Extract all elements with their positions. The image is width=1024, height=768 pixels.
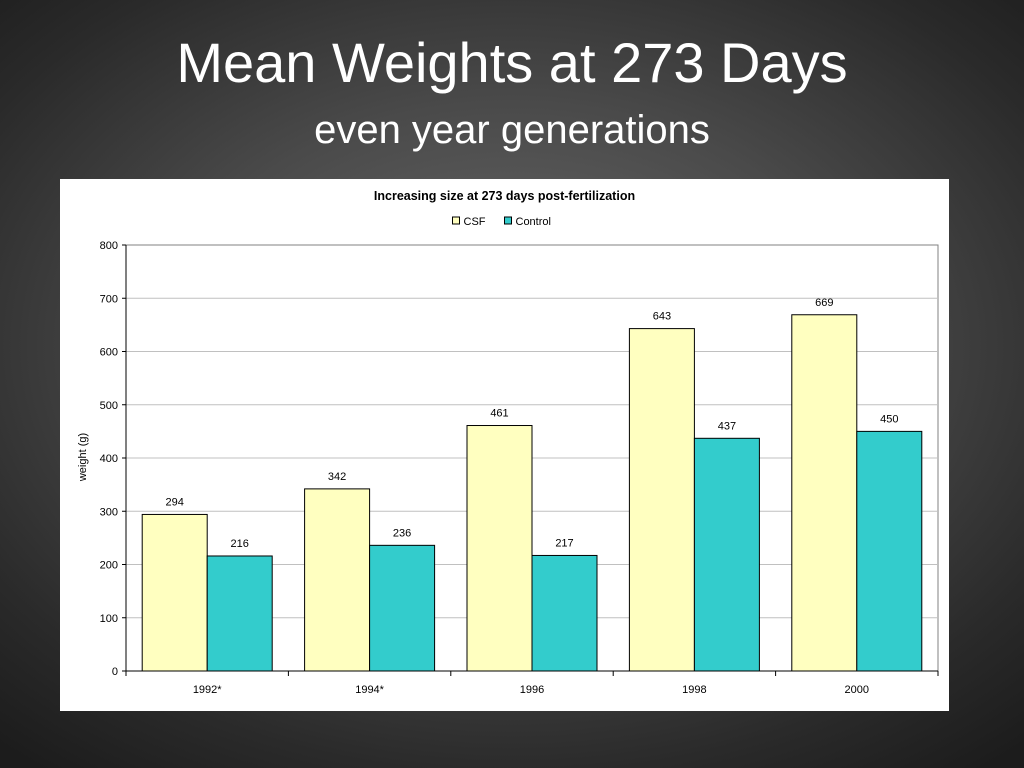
x-tick-label: 2000 [845, 684, 869, 696]
bar-csf-2000 [791, 314, 858, 672]
bar-csf-1996 [466, 425, 533, 672]
data-label: 643 [653, 311, 671, 323]
y-tick-label: 100 [100, 613, 118, 625]
y-axis: 0 100 200 300 400 500 600 700 800 [100, 240, 127, 678]
bar-control-1992 [206, 555, 273, 672]
y-axis-label: weight (g) [77, 433, 89, 482]
bar-control-1996 [531, 554, 598, 672]
chart-legend: CSF Control [452, 216, 551, 228]
data-label: 669 [815, 297, 833, 309]
legend-label-csf: CSF [464, 216, 486, 228]
y-tick-label: 800 [100, 240, 118, 252]
data-label: 437 [718, 420, 736, 432]
data-label: 461 [490, 408, 508, 420]
bar-csf-1992 [141, 513, 208, 672]
bar-control-1994 [369, 544, 436, 672]
x-tick-label: 1992* [193, 684, 222, 696]
legend-swatch-csf [452, 216, 460, 225]
y-tick-label: 0 [112, 666, 118, 678]
y-tick-label: 300 [100, 506, 118, 518]
bars: 294 216 342 236 461 217 643 437 669 450 [141, 297, 923, 672]
legend-label-control: Control [516, 216, 551, 228]
x-tick-label: 1996 [520, 684, 544, 696]
slide-title: Mean Weights at 273 Days [176, 31, 848, 94]
chart-title: Increasing size at 273 days post-fertili… [374, 189, 635, 203]
y-tick-label: 200 [100, 560, 118, 572]
data-label: 216 [231, 538, 249, 550]
bar-control-1998 [693, 437, 760, 672]
bar-control-2000 [856, 430, 923, 672]
data-label: 342 [328, 471, 346, 483]
data-label: 217 [555, 537, 573, 549]
data-label: 236 [393, 527, 411, 539]
x-tick-label: 1998 [682, 684, 706, 696]
bar-csf-1998 [628, 328, 695, 672]
data-label: 450 [880, 413, 898, 425]
legend-swatch-control [504, 216, 512, 225]
data-label: 294 [166, 496, 184, 508]
x-axis: 1992* 1994* 1996 1998 2000 [125, 670, 939, 696]
y-tick-label: 400 [100, 453, 118, 465]
bar-csf-1994 [304, 488, 371, 672]
x-tick-label: 1994* [355, 684, 384, 696]
y-tick-label: 700 [100, 293, 118, 305]
bar-chart: Increasing size at 273 days post-fertili… [77, 189, 939, 696]
y-tick-label: 600 [100, 347, 118, 359]
slide-subtitle: even year generations [314, 108, 710, 152]
y-tick-label: 500 [100, 400, 118, 412]
chart-panel: Increasing size at 273 days post-fertili… [60, 179, 949, 711]
